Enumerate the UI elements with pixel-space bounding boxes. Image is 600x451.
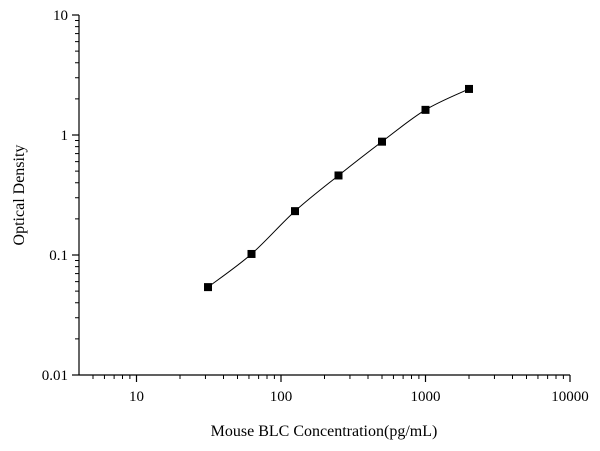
data-point-marker <box>247 249 256 258</box>
data-series <box>204 84 473 292</box>
x-axis-label: Mouse BLC Concentration(pg/mL) <box>211 423 438 440</box>
y-tick-label: 10 <box>53 8 68 24</box>
x-tick-label: 100 <box>270 389 293 405</box>
y-axis-label: Optical Density <box>11 145 28 246</box>
x-tick-label: 10000 <box>551 389 589 405</box>
data-point-marker <box>464 84 473 93</box>
data-point-marker <box>334 171 343 180</box>
x-axis: 10 100 1000 10000 <box>79 374 589 405</box>
data-point-marker <box>291 207 300 216</box>
y-tick-label: 0.1 <box>49 248 68 264</box>
fit-curve <box>207 88 470 288</box>
y-tick-label: 1 <box>61 128 69 144</box>
data-point-marker <box>378 137 387 146</box>
data-point-marker <box>204 283 213 292</box>
x-tick-label: 1000 <box>411 389 441 405</box>
data-point-marker <box>421 105 430 114</box>
y-axis: 0.01 0.1 1 10 <box>42 8 80 384</box>
x-tick-label: 10 <box>129 389 144 405</box>
y-tick-label: 0.01 <box>42 368 68 384</box>
